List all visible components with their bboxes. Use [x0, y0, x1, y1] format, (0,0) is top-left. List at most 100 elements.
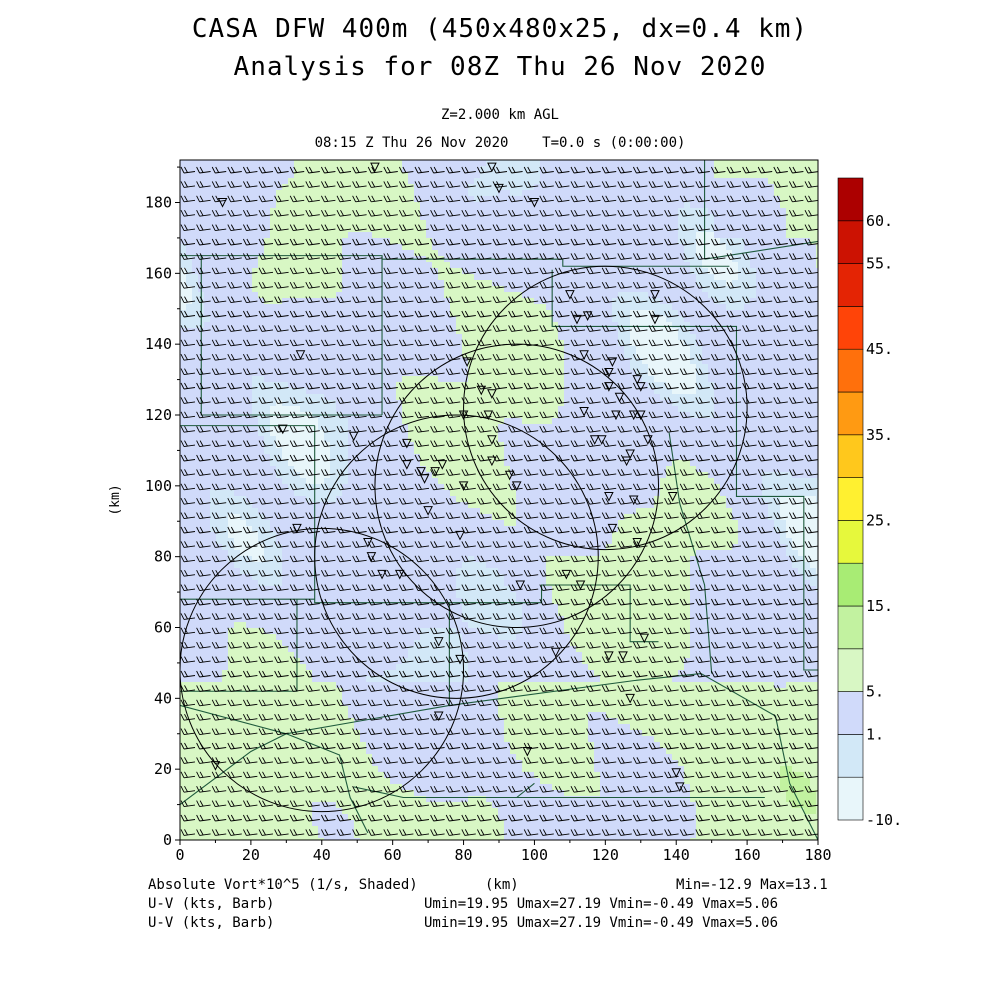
field-cell: [306, 232, 313, 239]
field-cell: [792, 220, 799, 227]
field-cell: [270, 184, 277, 191]
field-cell: [684, 388, 691, 395]
field-cell: [348, 178, 355, 185]
field-cell: [342, 178, 349, 185]
field-cell: [678, 406, 685, 413]
field-cell: [282, 418, 289, 425]
field-cell: [708, 280, 715, 287]
field-cell: [336, 178, 343, 185]
field-cell: [768, 172, 775, 179]
field-cell: [348, 400, 355, 407]
field-cell: [630, 394, 637, 401]
field-cell: [366, 418, 373, 425]
field-cell: [462, 238, 469, 245]
field-cell: [564, 166, 571, 173]
field-cell: [720, 220, 727, 227]
field-cell: [732, 184, 739, 191]
field-cell: [732, 394, 739, 401]
field-cell: [348, 358, 355, 365]
field-cell: [702, 286, 709, 293]
field-cell: [606, 268, 613, 275]
field-cell: [222, 424, 229, 431]
field-cell: [378, 322, 385, 329]
field-cell: [546, 406, 553, 413]
field-cell: [258, 340, 265, 347]
field-cell: [798, 334, 805, 341]
field-cell: [432, 208, 439, 215]
field-cell: [630, 274, 637, 281]
field-cell: [762, 232, 769, 239]
field-cell: [222, 340, 229, 347]
field-cell: [414, 406, 421, 413]
field-cell: [510, 394, 517, 401]
field-cell: [270, 262, 277, 269]
field-cell: [654, 226, 661, 233]
field-cell: [402, 424, 409, 431]
field-cell: [618, 334, 625, 341]
field-cell: [294, 382, 301, 389]
field-cell: [234, 394, 241, 401]
field-cell: [558, 208, 565, 215]
field-cell: [324, 346, 331, 353]
field-cell: [336, 358, 343, 365]
field-cell: [306, 274, 313, 281]
field-cell: [372, 424, 379, 431]
field-cell: [228, 160, 235, 167]
field-cell: [558, 274, 565, 281]
field-cell: [378, 286, 385, 293]
field-cell: [738, 178, 745, 185]
field-cell: [342, 238, 349, 245]
field-cell: [408, 274, 415, 281]
field-cell: [342, 190, 349, 197]
field-cell: [366, 256, 373, 263]
field-cell: [318, 322, 325, 329]
field-cell: [588, 262, 595, 269]
field-cell: [264, 370, 271, 377]
field-cell: [756, 334, 763, 341]
field-cell: [492, 232, 499, 239]
field-cell: [390, 190, 397, 197]
field-cell: [438, 178, 445, 185]
field-cell: [672, 166, 679, 173]
field-cell: [600, 262, 607, 269]
field-cell: [270, 196, 277, 203]
field-cell: [696, 178, 703, 185]
field-cell: [654, 370, 661, 377]
field-cell: [420, 178, 427, 185]
field-cell: [192, 262, 199, 269]
field-cell: [498, 274, 505, 281]
field-cell: [492, 346, 499, 353]
field-cell: [552, 160, 559, 167]
field-cell: [642, 388, 649, 395]
field-cell: [240, 430, 247, 437]
field-cell: [426, 364, 433, 371]
field-cell: [396, 310, 403, 317]
field-cell: [732, 262, 739, 269]
field-cell: [540, 364, 547, 371]
field-cell: [480, 208, 487, 215]
field-cell: [516, 274, 523, 281]
field-cell: [804, 220, 811, 227]
field-cell: [588, 418, 595, 425]
field-cell: [240, 160, 247, 167]
field-cell: [498, 202, 505, 209]
field-cell: [366, 172, 373, 179]
field-cell: [306, 382, 313, 389]
field-cell: [450, 298, 457, 305]
field-cell: [798, 178, 805, 185]
field-cell: [786, 328, 793, 335]
field-cell: [420, 196, 427, 203]
field-cell: [582, 292, 589, 299]
field-cell: [438, 430, 445, 437]
field-cell: [516, 418, 523, 425]
field-cell: [504, 178, 511, 185]
field-cell: [366, 424, 373, 431]
field-cell: [282, 190, 289, 197]
field-cell: [498, 244, 505, 251]
field-cell: [570, 430, 577, 437]
field-cell: [630, 238, 637, 245]
field-cell: [696, 172, 703, 179]
field-cell: [312, 292, 319, 299]
field-cell: [588, 220, 595, 227]
field-cell: [528, 406, 535, 413]
